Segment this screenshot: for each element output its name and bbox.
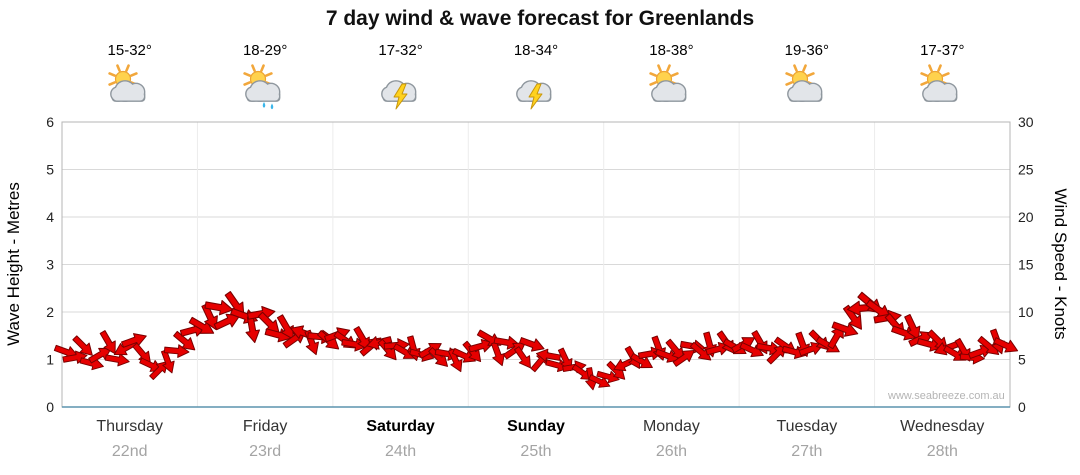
wind-arrow <box>596 370 620 384</box>
day-weather-icon-box <box>377 64 425 112</box>
y-axis-title-wind-speed: Wind Speed - Knots <box>1051 188 1070 340</box>
wind-arrow <box>88 347 112 364</box>
right-axis-tick: 30 <box>1018 114 1034 130</box>
right-axis-tick: 10 <box>1018 304 1034 320</box>
wind-arrow <box>490 341 505 367</box>
wind-arrow <box>121 333 147 348</box>
wind-arrow <box>99 330 116 355</box>
day-temp-range: 17-37° <box>920 42 965 59</box>
day-temp-range: 18-29° <box>242 42 288 59</box>
day-temp-range: 17-32° <box>378 42 423 59</box>
left-axis-tick: 1 <box>46 352 54 368</box>
left-axis-tick: 4 <box>46 209 54 225</box>
wind-arrow <box>188 316 215 334</box>
wind-arrow <box>245 315 261 344</box>
wind-arrow <box>689 341 712 361</box>
wind-arrow <box>891 325 918 341</box>
gridlines <box>62 122 1010 407</box>
x-axis-day-label: Friday <box>242 418 288 435</box>
wind-arrow <box>447 348 463 373</box>
x-axis-date-label: 27th <box>791 443 823 460</box>
left-axis-tick: 3 <box>46 257 54 273</box>
wind-arrow <box>72 335 93 356</box>
right-axis-tick: 25 <box>1018 162 1034 178</box>
wind-arrow <box>353 326 370 351</box>
x-axis-day-label: Saturday <box>366 418 435 435</box>
left-axis-tick: 0 <box>46 399 54 415</box>
wind-arrow <box>452 347 476 363</box>
wind-arrow <box>630 353 653 369</box>
wind-arrow <box>535 348 561 362</box>
wind-arrow <box>160 349 175 374</box>
wind-arrow <box>493 335 520 350</box>
day-weather-icon-box <box>918 64 966 112</box>
wind-arrow <box>213 313 241 331</box>
day-temp-range: 19-36° <box>784 42 830 59</box>
x-axis-date-label: 24th <box>384 443 417 460</box>
right-axis-tick: 0 <box>1018 399 1026 415</box>
wind-arrow <box>276 314 294 340</box>
wind-arrow <box>204 300 234 316</box>
wind-arrow <box>672 349 695 367</box>
weather-icon-thunderstorm <box>380 80 416 110</box>
wind-arrow <box>514 346 531 369</box>
day-weather-icon-box <box>647 64 695 112</box>
weather-icon-partly-cloudy <box>920 64 958 102</box>
weather-icon-partly-cloudy <box>785 64 823 102</box>
day-weather-icon-box <box>106 64 154 112</box>
left-axis-tick: 2 <box>46 304 54 320</box>
wind-arrow <box>503 342 526 360</box>
left-axis-tick: 6 <box>46 114 54 130</box>
wind-arrow <box>173 330 196 351</box>
weather-icon-partly-cloudy <box>108 64 146 102</box>
right-axis-tick: 20 <box>1018 209 1034 225</box>
left-axis-tick: 5 <box>46 162 54 178</box>
day-temp-range: 18-34° <box>513 42 559 59</box>
day-weather-icon-box <box>512 64 560 112</box>
x-axis-day-label: Monday <box>642 418 700 435</box>
day-weather-icon-box <box>783 64 831 112</box>
x-axis-date-label: 23rd <box>249 443 282 460</box>
wind-arrow <box>705 341 731 356</box>
x-axis-day-label: Wednesday <box>900 418 985 435</box>
wind-arrow <box>904 314 921 341</box>
axis-tick-labels: 0 1 2 3 4 5 6 0 5 10 15 20 25 30 <box>46 114 1034 415</box>
y-axis-title-wave-height: Wave Height - Metres <box>4 182 23 346</box>
wind-arrow <box>571 363 593 381</box>
wind-arrow <box>588 374 611 388</box>
wind-arrow <box>831 321 859 337</box>
wind-arrow <box>842 304 862 330</box>
right-axis-tick: 5 <box>1018 352 1026 368</box>
wind-arrow <box>519 337 545 352</box>
x-axis-date-label: 26th <box>655 443 687 460</box>
x-axis-day-label: Sunday <box>507 418 565 435</box>
x-axis-date-label: 25th <box>520 443 552 460</box>
weather-icon-partly-cloudy-showers <box>243 64 281 110</box>
x-axis-date-label: 28th <box>926 443 958 460</box>
weather-icon-partly-cloudy <box>649 64 687 102</box>
wind-arrow <box>654 348 680 363</box>
day-temp-range: 15-32° <box>107 42 152 59</box>
wind-arrow <box>739 342 764 358</box>
x-axis-day-label: Tuesday <box>776 418 838 435</box>
day-weather-icon-box <box>241 64 289 112</box>
watermark-text: www.seabreeze.com.au <box>888 390 1005 402</box>
right-axis-tick: 15 <box>1018 257 1034 273</box>
weather-icon-thunderstorm <box>516 80 552 110</box>
wind-arrow <box>428 347 449 367</box>
wind-arrow <box>665 338 685 361</box>
page-title: 7 day wind & wave forecast for Greenland… <box>325 7 755 30</box>
x-axis-day-label: Thursday <box>96 418 164 435</box>
day-temp-range: 18-38° <box>649 42 694 59</box>
wind-arrow <box>201 303 218 331</box>
x-axis-date-label: 22nd <box>111 443 148 460</box>
wind-arrow-series <box>53 291 1019 391</box>
wind-arrow <box>468 338 494 353</box>
wind-arrow <box>993 337 1019 353</box>
wind-arrow <box>377 338 397 361</box>
wind-arrow <box>104 353 130 367</box>
